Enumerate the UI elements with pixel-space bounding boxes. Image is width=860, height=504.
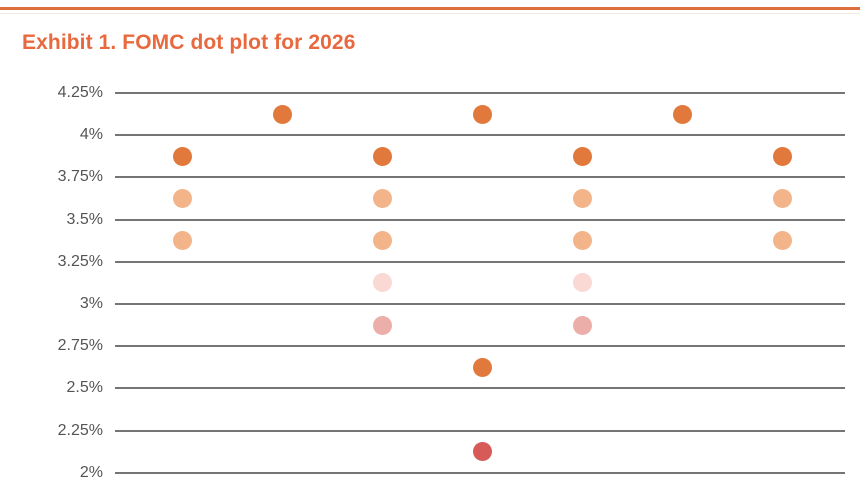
fomc-dot: [472, 357, 492, 377]
y-axis-tick-label: 2.75%: [57, 337, 103, 355]
fomc-dot: [772, 231, 792, 251]
gridline: [115, 92, 845, 94]
fomc-dot: [372, 189, 392, 208]
fomc-dot: [372, 146, 392, 166]
fomc-dot: [172, 231, 192, 251]
y-axis-tick-label: 2.5%: [66, 379, 103, 397]
gridline: [115, 345, 845, 348]
fomc-dot: [772, 146, 792, 166]
y-axis-tick-label: 3.5%: [66, 210, 103, 228]
fomc-dot: [572, 231, 592, 251]
y-axis-tick-label: 3%: [79, 295, 103, 312]
fomc-dot: [572, 146, 592, 166]
y-axis-tick-label: 3.75%: [57, 168, 103, 186]
gridline: [115, 471, 845, 474]
fomc-dot: [372, 315, 392, 335]
top-divider: [0, 7, 860, 10]
exhibit-title: Exhibit 1. FOMC dot plot for 2026: [22, 31, 356, 54]
fomc-dot: [372, 231, 392, 251]
fomc-dot: [472, 104, 492, 124]
fomc-dot: [372, 273, 392, 293]
gridline: [115, 260, 845, 263]
gridline: [115, 387, 845, 390]
top-divider-shadow: [0, 13, 860, 14]
fomc-dot: [472, 442, 492, 462]
fomc-dot: [172, 146, 192, 166]
fomc-dot: [172, 189, 192, 208]
gridline: [115, 218, 845, 221]
fomc-dot: [572, 273, 592, 293]
y-axis-tick-label: 2.25%: [57, 421, 103, 439]
fomc-dot: [772, 189, 792, 208]
gridline: [115, 429, 845, 432]
fomc-dot: [272, 104, 292, 124]
y-axis-tick-label: 3.25%: [57, 252, 103, 270]
fomc-dot: [672, 104, 692, 124]
fomc-dot: [572, 189, 592, 208]
gridline: [115, 134, 845, 137]
y-axis-tick-label: 2%: [79, 463, 103, 481]
fomc-dot: [572, 315, 592, 335]
gridline: [115, 303, 845, 305]
y-axis-tick-label: 4%: [79, 126, 103, 144]
y-axis-tick-label: 4.25%: [57, 84, 103, 101]
gridline: [115, 176, 845, 179]
